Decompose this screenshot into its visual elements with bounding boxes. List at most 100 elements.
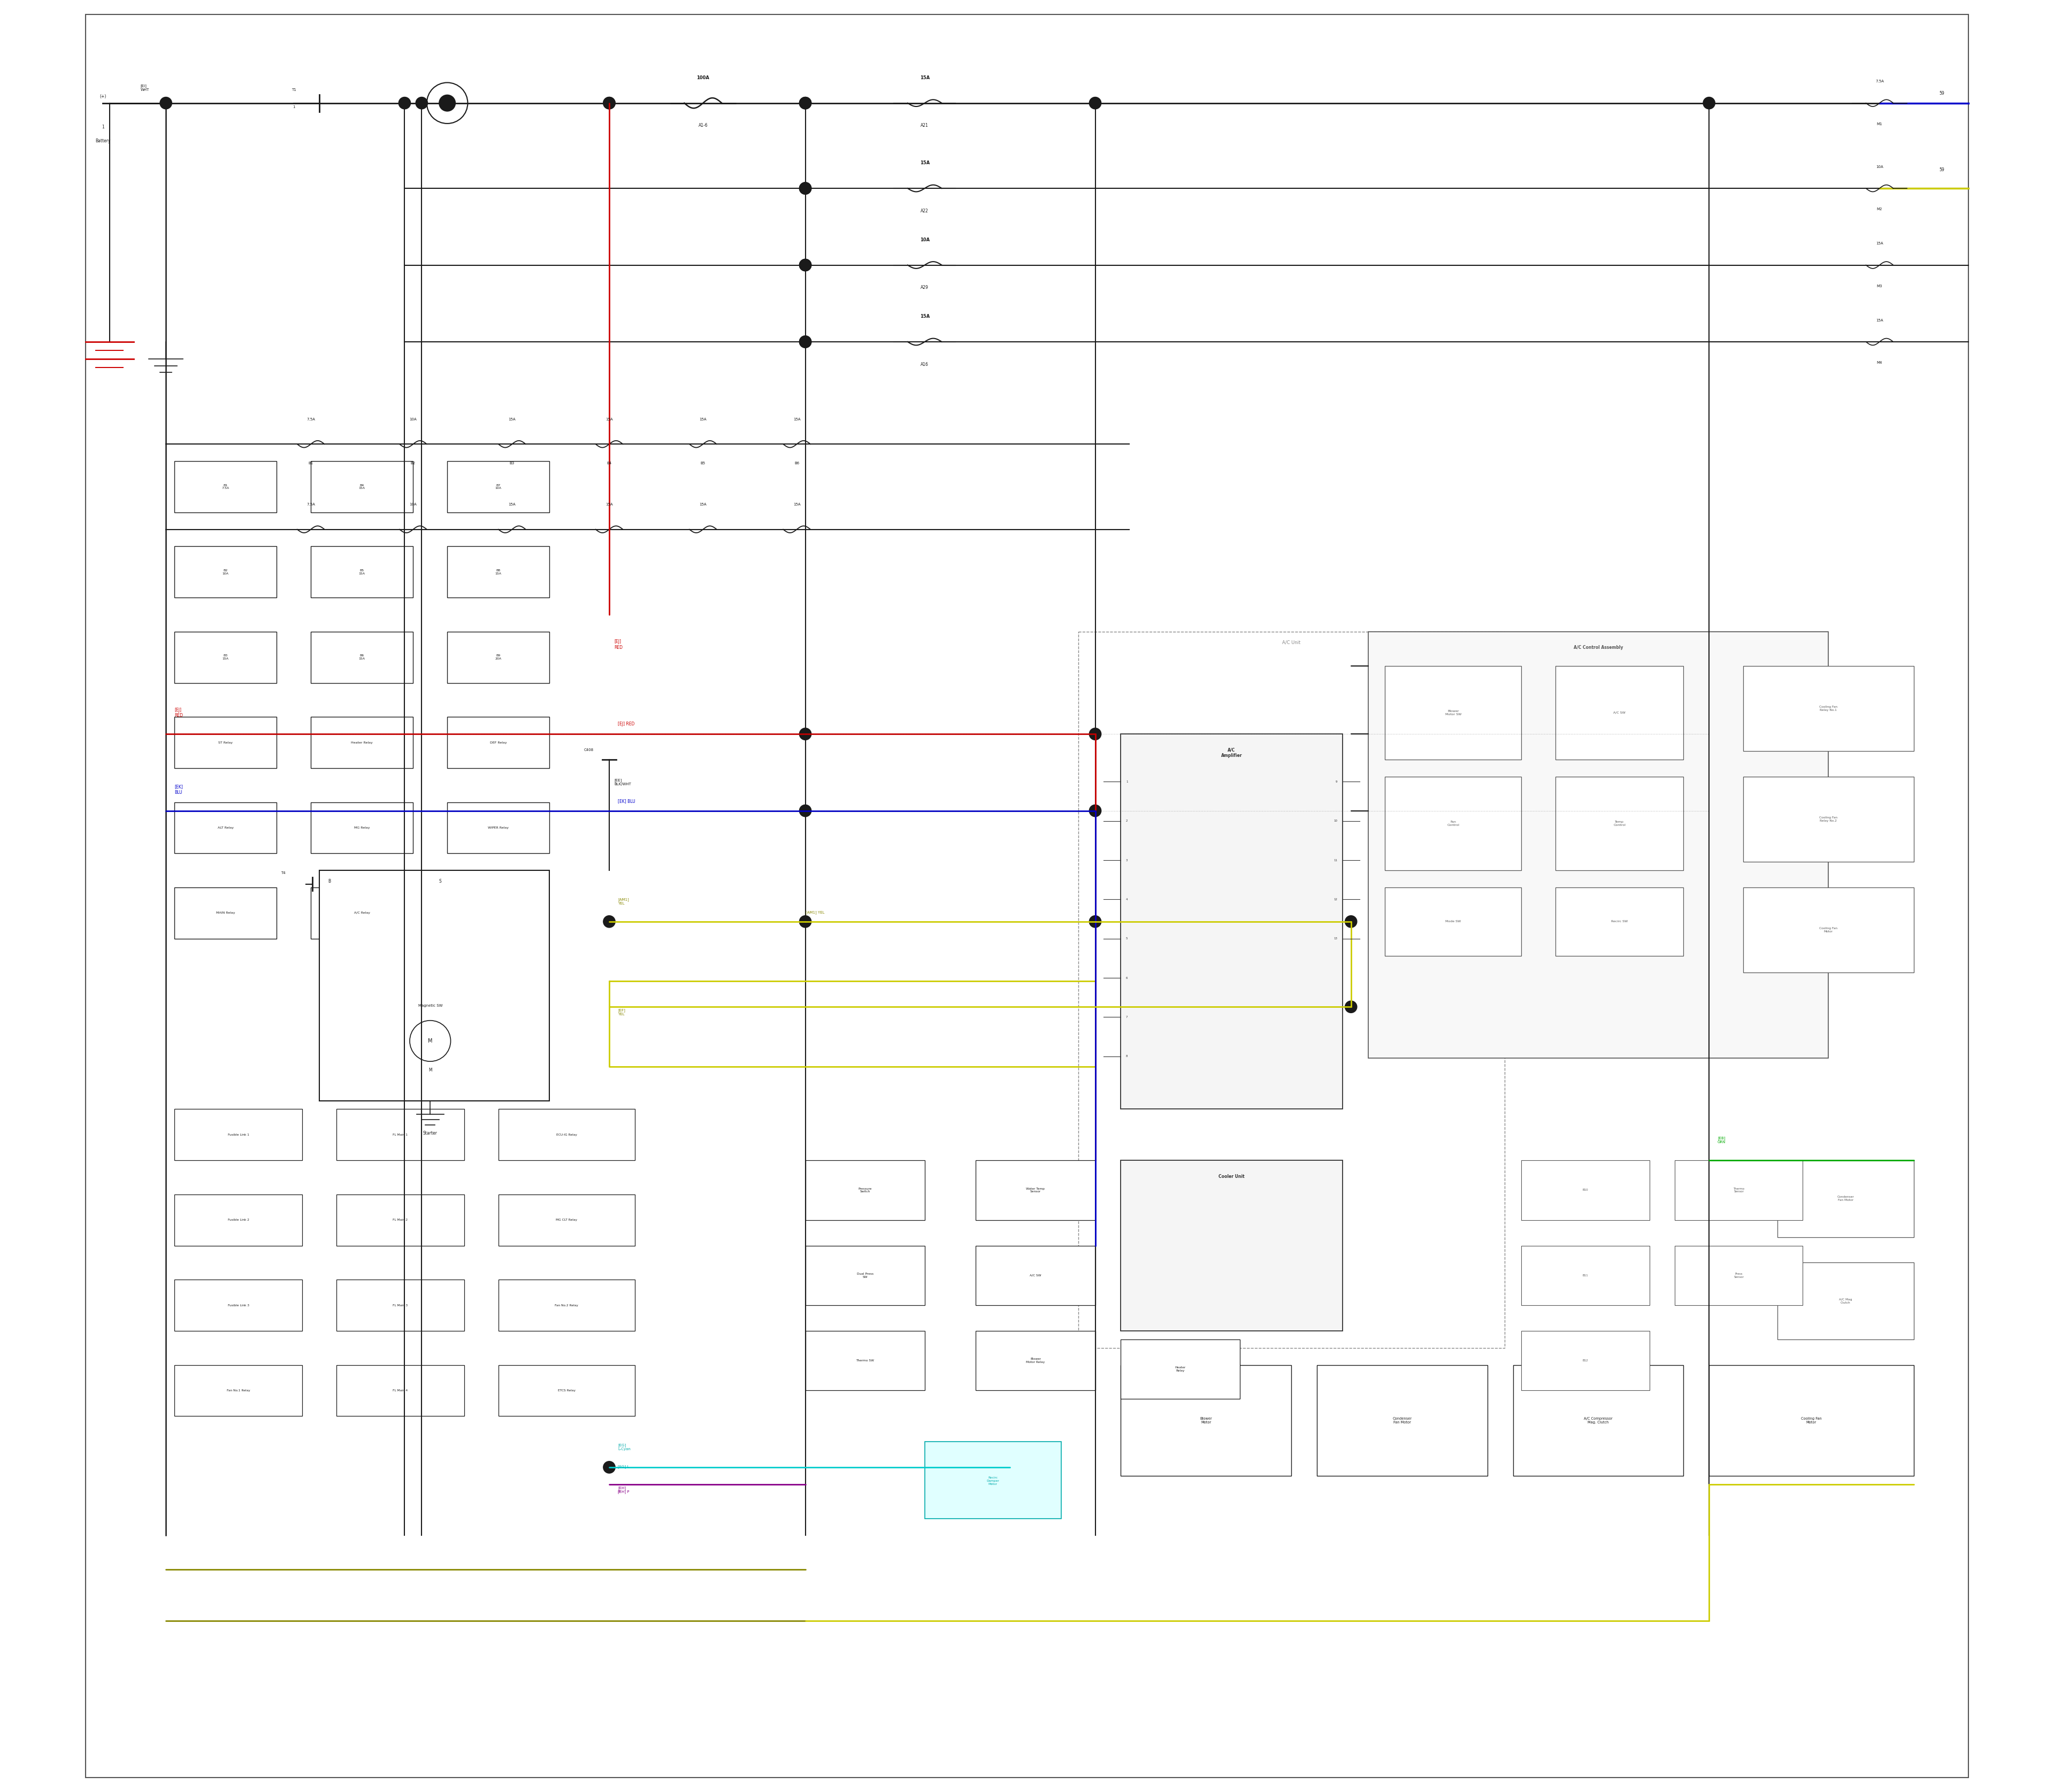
- Circle shape: [1703, 97, 1715, 109]
- Text: 15A: 15A: [1875, 242, 1884, 246]
- Text: M4: M4: [1877, 362, 1881, 364]
- Circle shape: [799, 260, 811, 271]
- Circle shape: [398, 97, 411, 109]
- Text: 1: 1: [292, 106, 296, 109]
- Text: Heater
Relay: Heater Relay: [1175, 1366, 1185, 1373]
- Circle shape: [799, 335, 811, 348]
- Text: 15A: 15A: [698, 418, 707, 421]
- Text: Thermo SW: Thermo SW: [857, 1360, 875, 1362]
- Text: Water Temp
Sensor: Water Temp Sensor: [1027, 1188, 1045, 1193]
- Text: 15A: 15A: [509, 504, 516, 505]
- Text: WIPER Relay: WIPER Relay: [489, 826, 509, 830]
- Text: Magnetic SW: Magnetic SW: [419, 1004, 442, 1007]
- Bar: [448, 461, 550, 513]
- Bar: [499, 1279, 635, 1331]
- Text: 100A: 100A: [696, 75, 709, 81]
- Text: 10A: 10A: [409, 418, 417, 421]
- Text: 7.5A: 7.5A: [306, 504, 314, 505]
- Bar: [1121, 1339, 1241, 1400]
- Bar: [499, 1195, 635, 1245]
- Bar: [1709, 1366, 1914, 1477]
- Bar: [175, 1195, 302, 1245]
- Text: A22: A22: [920, 208, 928, 213]
- Text: [EJ]
RED: [EJ] RED: [175, 708, 183, 719]
- Text: B12: B12: [1582, 1360, 1588, 1362]
- Text: Condenser
Fan Motor: Condenser Fan Motor: [1836, 1195, 1855, 1202]
- Text: B7
10A: B7 10A: [495, 484, 501, 489]
- Bar: [1384, 667, 1522, 760]
- Text: 15A: 15A: [606, 504, 612, 505]
- Text: A16: A16: [920, 362, 928, 367]
- Text: 7.5A: 7.5A: [306, 418, 314, 421]
- Text: Fusible Link 3: Fusible Link 3: [228, 1305, 249, 1306]
- Text: ALT Relay: ALT Relay: [218, 826, 234, 830]
- Circle shape: [799, 183, 811, 194]
- Text: FL Main 4: FL Main 4: [392, 1389, 409, 1392]
- Text: T1: T1: [292, 88, 296, 91]
- Text: Fusible Link 2: Fusible Link 2: [228, 1219, 249, 1222]
- Text: B4
15A: B4 15A: [359, 484, 366, 489]
- Circle shape: [799, 728, 811, 740]
- Text: 10A: 10A: [409, 504, 417, 505]
- Bar: [1744, 776, 1914, 862]
- Bar: [805, 1159, 924, 1220]
- Text: Cooler Unit: Cooler Unit: [1218, 1174, 1245, 1179]
- Bar: [1384, 776, 1522, 871]
- Bar: [337, 1366, 464, 1416]
- Bar: [175, 1279, 302, 1331]
- Text: M3: M3: [1877, 285, 1881, 289]
- Text: B11: B11: [1582, 1274, 1588, 1276]
- Text: A/C Control Assembly: A/C Control Assembly: [1573, 645, 1623, 650]
- Text: C408: C408: [583, 749, 594, 751]
- Text: [EG]
L-Cyan: [EG] L-Cyan: [618, 1443, 631, 1452]
- Bar: [1384, 887, 1522, 955]
- Bar: [805, 1245, 924, 1305]
- Circle shape: [604, 916, 616, 928]
- Text: 10: 10: [1333, 819, 1337, 823]
- Bar: [448, 717, 550, 769]
- Text: B1: B1: [308, 462, 314, 466]
- Bar: [310, 717, 413, 769]
- Circle shape: [799, 97, 811, 109]
- Text: Recirc SW: Recirc SW: [1610, 921, 1629, 923]
- Circle shape: [604, 97, 616, 109]
- Text: A/C Unit: A/C Unit: [1282, 640, 1300, 645]
- Text: [AM1] YEL: [AM1] YEL: [805, 910, 824, 914]
- Bar: [1368, 633, 1828, 1057]
- Text: 10A: 10A: [920, 237, 930, 242]
- Bar: [175, 717, 277, 769]
- Text: FL Main 1: FL Main 1: [392, 1133, 409, 1136]
- Text: B6: B6: [795, 462, 799, 466]
- Text: B2
10A: B2 10A: [222, 570, 228, 575]
- Text: ETCS Relay: ETCS Relay: [559, 1389, 575, 1392]
- Bar: [318, 871, 550, 1100]
- Text: B8
15A: B8 15A: [495, 570, 501, 575]
- Text: B4: B4: [606, 462, 612, 466]
- Text: Heater Relay: Heater Relay: [351, 742, 374, 744]
- Bar: [175, 803, 277, 853]
- Circle shape: [1089, 97, 1101, 109]
- Bar: [1317, 1366, 1487, 1477]
- Text: B: B: [329, 878, 331, 883]
- Text: B5: B5: [700, 462, 705, 466]
- Text: 1: 1: [101, 125, 105, 129]
- Text: [EF]
YEL: [EF] YEL: [618, 1009, 624, 1016]
- Text: 59: 59: [1939, 91, 1945, 95]
- Text: 11: 11: [1333, 858, 1337, 862]
- Text: 15A: 15A: [698, 504, 707, 505]
- Bar: [310, 803, 413, 853]
- Text: Thermo
Sensor: Thermo Sensor: [1734, 1188, 1744, 1193]
- Bar: [499, 1109, 635, 1159]
- Bar: [310, 461, 413, 513]
- Bar: [448, 547, 550, 597]
- Text: MAIN Relay: MAIN Relay: [216, 912, 234, 914]
- Text: [EH]
P: [EH] P: [618, 1486, 626, 1493]
- Text: 7.5A: 7.5A: [1875, 81, 1884, 82]
- Text: Press
Sensor: Press Sensor: [1734, 1272, 1744, 1278]
- Text: (+): (+): [99, 95, 107, 99]
- Text: A/C SW: A/C SW: [1614, 711, 1625, 713]
- Bar: [1514, 1366, 1684, 1477]
- Bar: [1121, 735, 1343, 1109]
- Bar: [1522, 1331, 1649, 1391]
- Bar: [337, 1195, 464, 1245]
